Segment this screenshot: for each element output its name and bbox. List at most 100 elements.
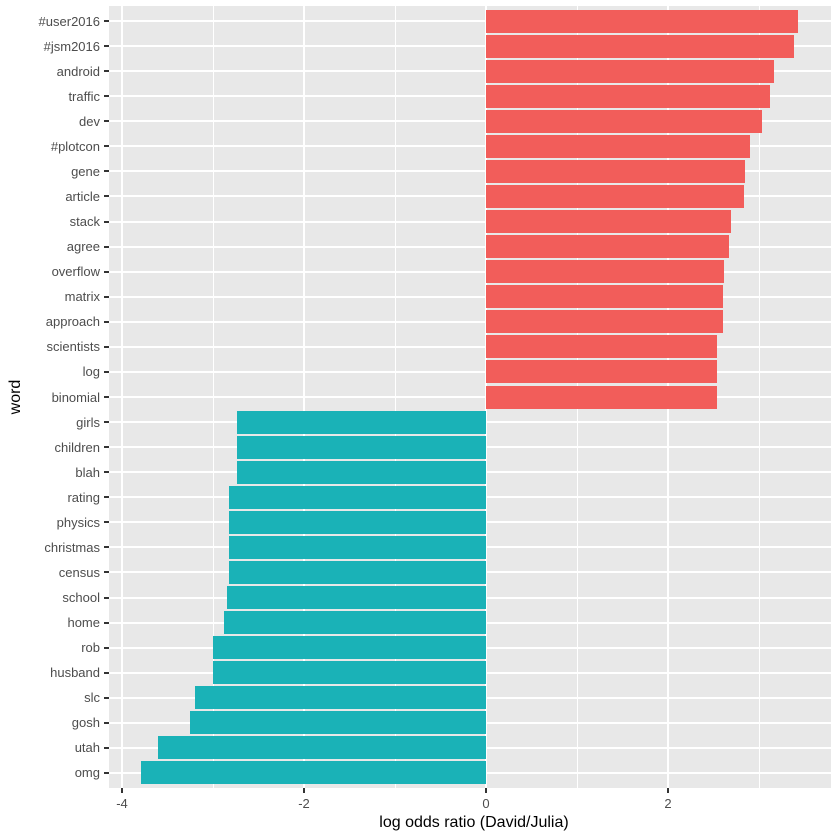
- y-tick-mark: [104, 471, 109, 474]
- y-major-gridline: [109, 170, 831, 173]
- y-tick-mark: [104, 621, 109, 624]
- y-major-gridline: [109, 145, 831, 148]
- y-tick-mark: [104, 696, 109, 699]
- y-axis-label: blah: [75, 464, 100, 480]
- x-tick-mark: [121, 788, 123, 793]
- bar-binomial: [486, 385, 718, 409]
- bar--plotcon: [486, 134, 750, 158]
- y-axis-label: omg: [74, 765, 100, 781]
- y-axis-label: matrix: [64, 289, 100, 305]
- y-tick-mark: [104, 546, 109, 549]
- y-tick-mark: [104, 671, 109, 674]
- y-axis-label: approach: [45, 314, 100, 330]
- y-tick-mark: [104, 270, 109, 273]
- y-axis-label: utah: [74, 740, 100, 756]
- bar--jsm2016: [486, 34, 795, 58]
- y-tick-mark: [104, 320, 109, 323]
- y-tick-mark: [104, 446, 109, 449]
- bar--user2016: [486, 9, 799, 33]
- y-axis-label: traffic: [68, 88, 100, 104]
- y-axis-label: binomial: [51, 389, 100, 405]
- y-axis-label: dev: [79, 113, 100, 129]
- y-axis-label: christmas: [44, 539, 100, 555]
- y-axis-title: word: [7, 379, 24, 415]
- y-tick-mark: [104, 95, 109, 98]
- y-tick-mark: [104, 496, 109, 499]
- y-tick-mark: [104, 646, 109, 649]
- y-axis-label: slc: [84, 690, 100, 706]
- x-tick-mark: [303, 788, 305, 793]
- bar-physics: [229, 510, 486, 534]
- y-tick-mark: [104, 521, 109, 524]
- y-tick-mark: [104, 345, 109, 348]
- y-tick-mark: [104, 421, 109, 424]
- y-axis-label: agree: [66, 239, 100, 255]
- bar-girls: [236, 410, 486, 434]
- y-major-gridline: [109, 70, 831, 73]
- y-major-gridline: [109, 345, 831, 348]
- y-major-gridline: [109, 120, 831, 123]
- y-axis-label: physics: [56, 514, 100, 530]
- y-tick-mark: [104, 771, 109, 774]
- y-major-gridline: [109, 320, 831, 323]
- y-major-gridline: [109, 195, 831, 198]
- y-axis-label: android: [56, 63, 100, 79]
- y-axis-label: #user2016: [38, 13, 100, 29]
- x-tick-label: 2: [664, 796, 672, 811]
- y-tick-mark: [104, 396, 109, 398]
- y-major-gridline: [109, 396, 831, 398]
- y-axis-label: school: [62, 590, 100, 605]
- bar-agree: [486, 235, 729, 259]
- bar-school: [226, 586, 486, 609]
- y-tick-mark: [104, 220, 109, 223]
- bar-utah: [158, 736, 486, 760]
- y-tick-mark: [104, 721, 109, 724]
- x-tick-label: 0: [482, 796, 490, 811]
- y-major-gridline: [109, 270, 831, 273]
- y-axis-label: rob: [81, 640, 100, 656]
- y-tick-mark: [104, 571, 109, 574]
- x-tick-label: -4: [116, 796, 128, 811]
- y-tick-mark: [104, 70, 109, 73]
- plot-panel: [109, 6, 831, 788]
- bar-blah: [236, 460, 486, 484]
- y-axis-label: rating: [67, 489, 100, 505]
- bar-christmas: [229, 535, 486, 559]
- x-tick-mark: [485, 788, 487, 793]
- y-tick-mark: [104, 746, 109, 749]
- y-axis-label: children: [54, 439, 100, 455]
- x-tick-mark: [667, 788, 669, 793]
- bar-log: [486, 360, 718, 384]
- y-axis-label: home: [67, 615, 100, 631]
- y-major-gridline: [109, 45, 831, 48]
- y-axis-label: overflow: [51, 264, 100, 280]
- y-tick-mark: [104, 370, 109, 373]
- y-axis-label: article: [65, 188, 100, 204]
- y-major-gridline: [109, 245, 831, 248]
- y-tick-mark: [104, 195, 109, 198]
- y-tick-mark: [104, 596, 109, 599]
- bar-approach: [486, 310, 723, 334]
- bar-omg: [141, 761, 486, 785]
- bar-census: [229, 560, 486, 584]
- y-tick-mark: [104, 245, 109, 248]
- bar-home: [223, 611, 486, 635]
- bar-gene: [486, 159, 746, 183]
- y-tick-mark: [104, 20, 109, 23]
- y-major-gridline: [109, 220, 831, 223]
- y-tick-mark: [104, 170, 109, 173]
- y-axis-label: log: [82, 364, 100, 380]
- bar-traffic: [486, 84, 770, 108]
- y-tick-mark: [104, 120, 109, 123]
- y-axis-label: girls: [76, 414, 100, 430]
- y-axis-label: husband: [50, 665, 100, 681]
- bar-matrix: [486, 285, 723, 309]
- bar-scientists: [486, 335, 718, 359]
- y-major-gridline: [109, 370, 831, 373]
- y-axis-label: stack: [69, 214, 100, 230]
- bar-husband: [213, 661, 486, 685]
- y-major-gridline: [109, 20, 831, 23]
- y-tick-mark: [104, 295, 109, 298]
- y-tick-mark: [104, 45, 109, 48]
